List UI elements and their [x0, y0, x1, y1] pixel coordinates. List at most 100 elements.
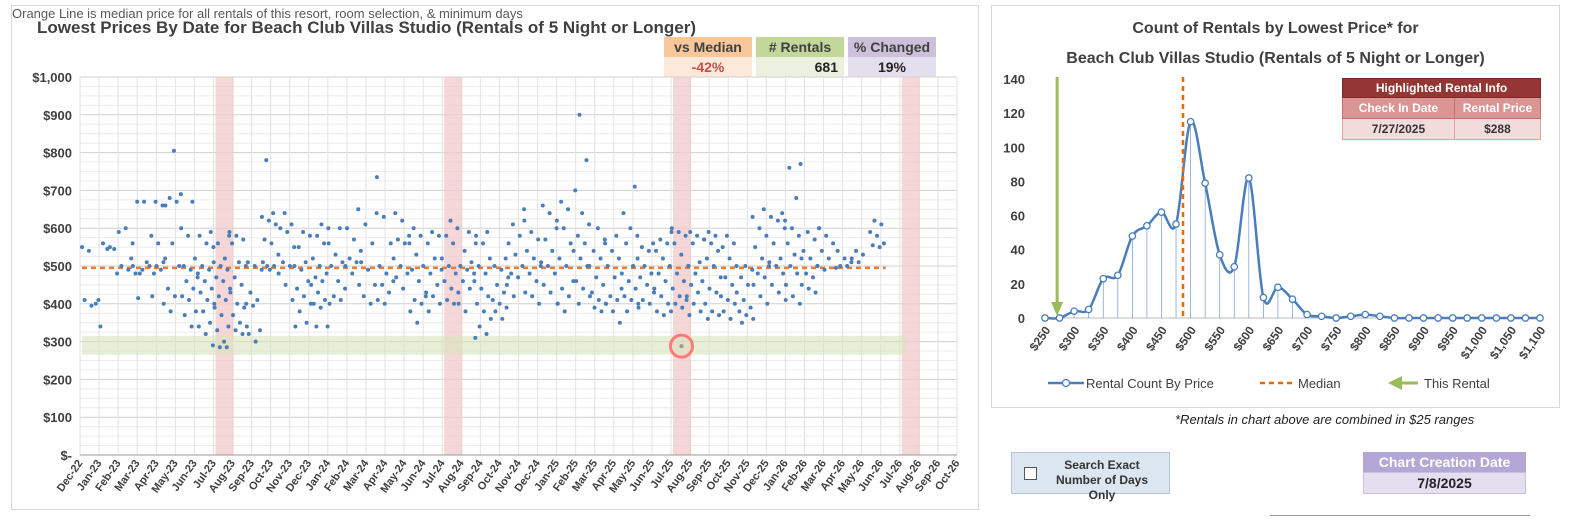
scatter-y-tick-label: $300	[43, 335, 72, 350]
scatter-point	[337, 226, 342, 231]
scatter-point	[467, 286, 472, 291]
scatter-point	[178, 192, 183, 197]
scatter-point	[382, 301, 387, 306]
scatter-point	[212, 301, 217, 306]
scatter-point	[411, 226, 416, 231]
scatter-point	[689, 282, 694, 287]
scatter-point	[673, 301, 678, 306]
scatter-point	[721, 309, 726, 314]
scatter-y-tick-label: $100	[43, 410, 72, 425]
scatter-point	[714, 290, 719, 295]
histogram-point	[1113, 271, 1122, 280]
scatter-point	[501, 290, 506, 295]
histogram-point	[1332, 314, 1341, 322]
scatter-y-tick-label: $500	[43, 259, 72, 274]
scatter-point	[82, 298, 87, 303]
legend-median-label: Median	[1298, 376, 1341, 391]
scatter-point	[693, 271, 698, 276]
histogram-chart-panel: Count of Rentals by Lowest Price* for Be…	[991, 5, 1560, 408]
scatter-point	[215, 328, 220, 333]
legend-this-rental-arrowhead	[1388, 376, 1402, 390]
histogram-point	[1041, 314, 1049, 322]
scatter-point	[86, 248, 91, 253]
scatter-point	[506, 241, 511, 246]
scatter-point	[239, 282, 244, 287]
scatter-point	[831, 241, 836, 246]
scatter-point	[787, 165, 792, 170]
scatter-point	[785, 241, 790, 246]
scatter-point	[516, 275, 521, 280]
scatter-point	[309, 282, 314, 287]
scatter-point	[808, 256, 813, 261]
scatter-point	[691, 301, 696, 306]
scatter-point	[511, 294, 516, 299]
scatter-point	[310, 256, 315, 261]
scatter-point	[196, 324, 201, 329]
search-exact-days-checkbox[interactable]	[1024, 467, 1037, 480]
highlight-checkin-date: 7/27/2025	[1342, 119, 1455, 140]
scatter-point	[538, 264, 543, 268]
scatter-point	[730, 282, 735, 287]
scatter-point	[347, 256, 352, 261]
scatter-point	[587, 264, 592, 268]
scatter-point	[720, 245, 725, 250]
scatter-point	[614, 233, 619, 238]
scatter-point	[163, 203, 168, 208]
scatter-point	[293, 324, 298, 329]
scatter-point	[562, 309, 567, 314]
scatter-point	[260, 260, 265, 265]
scatter-point	[208, 320, 213, 325]
scatter-point	[581, 286, 586, 291]
scatter-y-tick-label: $800	[43, 146, 72, 161]
scatter-point	[432, 256, 437, 261]
scatter-point	[484, 332, 489, 337]
scatter-point	[547, 211, 552, 216]
scatter-point	[228, 290, 233, 295]
scatter-point	[550, 248, 555, 253]
scatter-point	[555, 301, 560, 306]
scatter-point	[696, 290, 701, 295]
scatter-point	[797, 301, 802, 306]
scatter-point	[751, 316, 756, 321]
scatter-point	[669, 229, 674, 234]
scatter-point	[706, 229, 711, 234]
scatter-point	[640, 298, 645, 303]
scatter-point	[646, 248, 651, 253]
scatter-point	[576, 301, 581, 306]
scatter-point	[762, 275, 767, 280]
scatter-point	[561, 226, 566, 231]
scatter-point	[499, 267, 504, 272]
scatter-point	[431, 294, 436, 299]
scatter-point	[758, 294, 763, 299]
scatter-point	[232, 275, 237, 280]
search-exact-days-control[interactable]: Search Exact Number of Days Only	[1011, 452, 1170, 502]
scatter-point	[242, 305, 247, 310]
scatter-point	[190, 199, 195, 204]
scatter-point	[197, 233, 202, 238]
scatter-point	[698, 309, 703, 314]
scatter-point	[744, 313, 749, 318]
stat-pct-changed-label: % Changed	[848, 37, 936, 57]
scatter-point	[870, 243, 875, 248]
scatter-point	[806, 286, 811, 291]
scatter-point	[322, 298, 327, 303]
scatter-point	[222, 256, 227, 261]
scatter-point	[407, 241, 412, 246]
scatter-point	[488, 316, 493, 321]
scatter-point	[430, 229, 435, 234]
scatter-point	[631, 264, 636, 268]
scatter-point	[219, 313, 224, 318]
scatter-point	[783, 282, 788, 287]
histogram-point	[1492, 314, 1501, 322]
scatter-point	[669, 226, 674, 231]
scatter-point	[320, 279, 325, 284]
scatter-point	[436, 233, 441, 238]
scatter-point	[465, 267, 470, 272]
histogram-point	[1274, 283, 1282, 292]
scatter-point	[750, 267, 755, 272]
scatter-point	[463, 309, 468, 314]
scatter-point	[276, 271, 281, 276]
scatter-point	[412, 298, 417, 303]
scatter-point	[381, 214, 386, 219]
scatter-point	[795, 271, 800, 276]
